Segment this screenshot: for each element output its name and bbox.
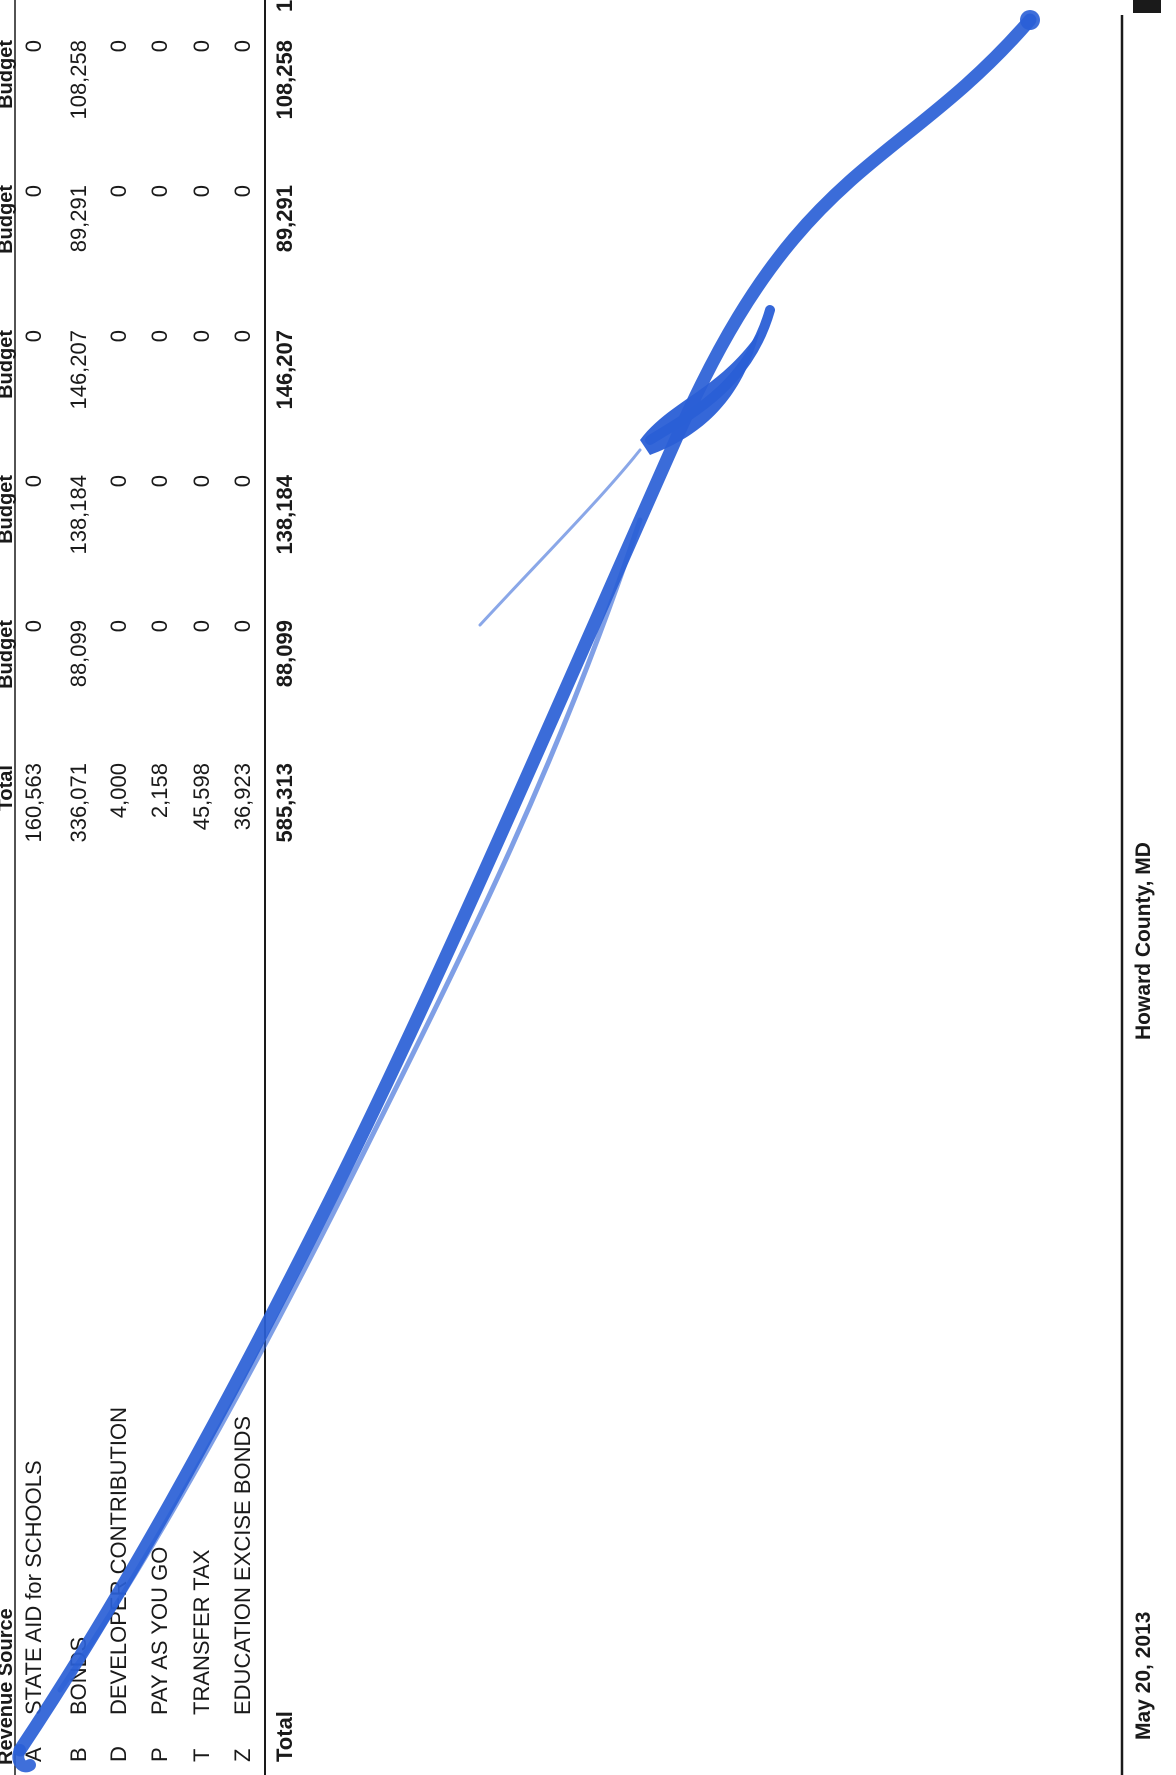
row-value: 0 bbox=[106, 330, 131, 342]
row-value: 0 bbox=[147, 620, 172, 632]
table-body: A STATE AID for SCHOOLS 160,563 0 0 0 0 … bbox=[21, 40, 255, 1762]
row-value: 0 bbox=[21, 620, 46, 632]
footer-page-marker bbox=[1133, 0, 1161, 13]
header-budget-4: Budget bbox=[0, 185, 17, 254]
row-value: 138,184 bbox=[66, 475, 91, 555]
table-row: B BONDS 336,071 88,099 138,184 146,207 8… bbox=[66, 40, 91, 1762]
row-value: 0 bbox=[21, 330, 46, 342]
row-total: 4,000 bbox=[106, 763, 131, 818]
header-revenue-source: Revenue Source bbox=[0, 1608, 17, 1765]
row-code: T bbox=[189, 1749, 214, 1762]
row-value: 0 bbox=[147, 185, 172, 197]
row-value: 89,291 bbox=[66, 185, 91, 252]
row-total: 160,563 bbox=[21, 763, 46, 843]
row-name: DEVELOPER CONTRIBUTION bbox=[106, 1407, 131, 1715]
row-name: TRANSFER TAX bbox=[189, 1549, 214, 1715]
row-value: 0 bbox=[230, 475, 255, 487]
totals-cut-value: 1, bbox=[272, 0, 297, 12]
header-budget-5: Budget bbox=[0, 40, 17, 109]
row-name: STATE AID for SCHOOLS bbox=[21, 1460, 46, 1715]
marker-main-stroke bbox=[13, 13, 1037, 1757]
row-total: 45,598 bbox=[189, 763, 214, 830]
marker-hair-stroke bbox=[478, 448, 642, 627]
row-value: 0 bbox=[106, 620, 131, 632]
totals-label: Total bbox=[272, 1711, 297, 1762]
row-value: 0 bbox=[147, 475, 172, 487]
row-code: Z bbox=[230, 1749, 255, 1762]
row-value: 0 bbox=[147, 330, 172, 342]
table-row: D DEVELOPER CONTRIBUTION 4,000 0 0 0 0 0 bbox=[106, 40, 131, 1762]
row-value: 0 bbox=[106, 40, 131, 52]
row-value: 0 bbox=[189, 185, 214, 197]
row-value: 0 bbox=[21, 185, 46, 197]
totals-value: 88,099 bbox=[272, 620, 297, 687]
row-total: 2,158 bbox=[147, 763, 172, 818]
row-value: 0 bbox=[230, 620, 255, 632]
table-row: P PAY AS YOU GO 2,158 0 0 0 0 0 bbox=[147, 40, 172, 1762]
header-budget-3: Budget bbox=[0, 330, 17, 399]
footer-date: May 20, 2013 bbox=[1132, 1612, 1155, 1740]
row-value: 0 bbox=[21, 475, 46, 487]
row-value: 0 bbox=[189, 620, 214, 632]
table-row: Z EDUCATION EXCISE BONDS 36,923 0 0 0 0 … bbox=[230, 40, 255, 1762]
table-row: T TRANSFER TAX 45,598 0 0 0 0 0 bbox=[189, 40, 214, 1762]
marker-blob bbox=[640, 330, 760, 455]
header-budget-2: Budget bbox=[0, 475, 17, 544]
marker-streak-stroke bbox=[57, 517, 643, 1693]
row-name: EDUCATION EXCISE BONDS bbox=[230, 1416, 255, 1715]
row-value: 0 bbox=[230, 40, 255, 52]
row-total: 36,923 bbox=[230, 763, 255, 830]
totals-value: 146,207 bbox=[272, 330, 297, 410]
table-row: A STATE AID for SCHOOLS 160,563 0 0 0 0 … bbox=[21, 40, 46, 1762]
table-header: Revenue Source Total Budget Budget Budge… bbox=[0, 40, 17, 1765]
row-code: B bbox=[66, 1747, 91, 1762]
header-total: Total bbox=[0, 765, 17, 811]
row-value: 0 bbox=[189, 40, 214, 52]
row-value: 0 bbox=[21, 40, 46, 52]
totals-value: 89,291 bbox=[272, 185, 297, 252]
marker-strike bbox=[12, 13, 1037, 1773]
totals-value: 108,258 bbox=[272, 40, 297, 120]
header-budget-1: Budget bbox=[0, 620, 17, 689]
row-total: 336,071 bbox=[66, 763, 91, 843]
row-value: 108,258 bbox=[66, 40, 91, 120]
row-value: 0 bbox=[230, 330, 255, 342]
footer-county: Howard County, MD bbox=[1132, 842, 1155, 1040]
row-value: 0 bbox=[230, 185, 255, 197]
row-code: D bbox=[106, 1746, 131, 1762]
row-value: 0 bbox=[189, 475, 214, 487]
totals-value: 138,184 bbox=[272, 474, 297, 554]
row-name: PAY AS YOU GO bbox=[147, 1547, 172, 1715]
marker-tail-stroke bbox=[12, 1744, 36, 1773]
row-value: 88,099 bbox=[66, 620, 91, 687]
row-code: P bbox=[147, 1747, 172, 1762]
row-value: 0 bbox=[106, 475, 131, 487]
row-value: 0 bbox=[189, 330, 214, 342]
marker-end-dot bbox=[1020, 10, 1040, 30]
row-value: 0 bbox=[106, 185, 131, 197]
totals-row: Total 585,313 88,099 138,184 146,207 89,… bbox=[272, 0, 297, 1762]
row-value: 0 bbox=[147, 40, 172, 52]
row-value: 146,207 bbox=[66, 330, 91, 410]
totals-total: 585,313 bbox=[272, 763, 297, 843]
